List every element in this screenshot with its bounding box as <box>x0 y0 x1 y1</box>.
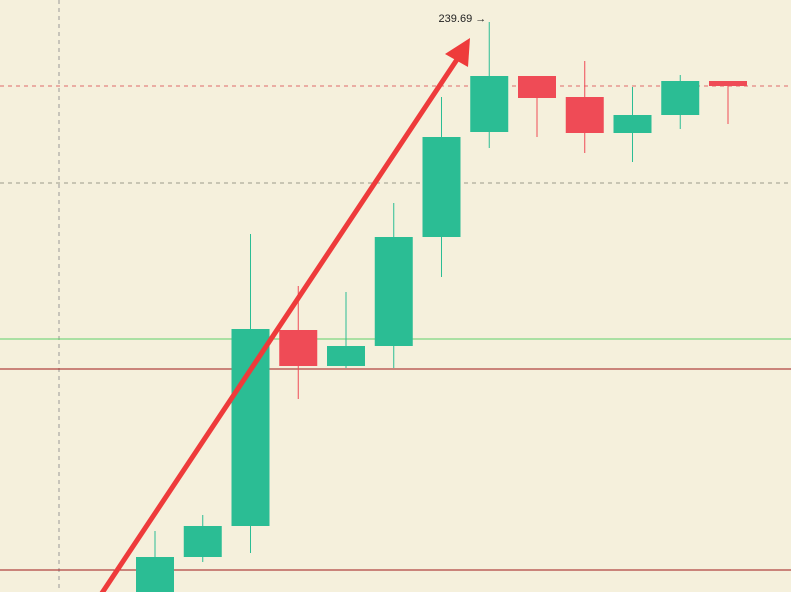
candle-body <box>231 329 270 526</box>
trend-arrow <box>99 38 470 592</box>
candle-body <box>374 237 413 346</box>
candle-body <box>327 346 365 366</box>
candle-body <box>709 81 747 86</box>
candle-body <box>565 97 604 133</box>
arrow-head <box>445 38 470 67</box>
candle-body <box>279 330 318 366</box>
candle-body <box>136 557 174 592</box>
high-label: 239.69 → <box>439 13 487 25</box>
arrow-shaft <box>99 55 461 592</box>
candle-body <box>613 115 652 133</box>
candle-body <box>518 76 556 98</box>
candles: 239.69 → <box>136 13 747 592</box>
candle-body <box>422 137 461 237</box>
candle-body <box>183 526 222 557</box>
candle-body <box>661 81 700 115</box>
candle-body <box>470 76 509 132</box>
